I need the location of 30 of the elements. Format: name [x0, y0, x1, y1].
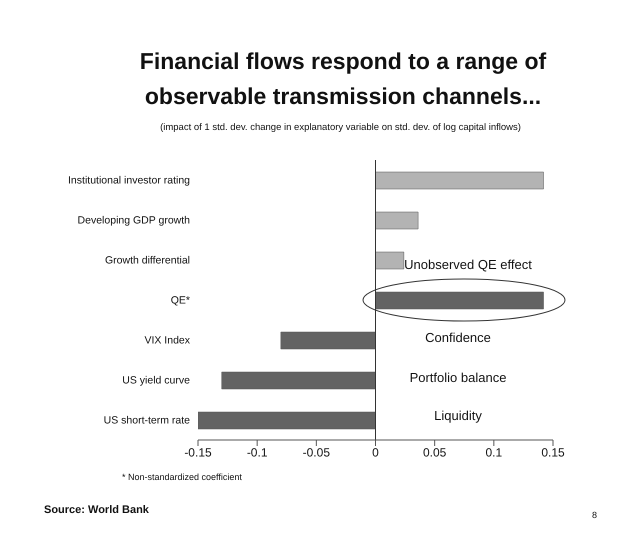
chart-subtitle: (impact of 1 std. dev. change in explanatory variable on std. dev. of log capital inflows): [159, 122, 522, 133]
x-tick-label: 0.15: [541, 446, 565, 460]
annotation: Liquidity: [433, 408, 483, 423]
bar: [375, 172, 544, 190]
bar: [221, 372, 376, 390]
annotation: Unobserved QE effect: [403, 257, 533, 272]
y-tick-label: QE*: [170, 294, 190, 307]
annotation: Confidence: [424, 330, 492, 345]
x-tick-label: 0: [372, 446, 380, 460]
y-tick-label: US yield curve: [122, 374, 190, 387]
annotation: Portfolio balance: [408, 370, 508, 385]
text: 8: [592, 510, 598, 520]
bar: [198, 412, 376, 430]
bar: [375, 252, 404, 270]
x-tick-label: -0.1: [246, 446, 268, 460]
text: * Non-standardized coefficient: [122, 472, 242, 482]
x-tick-label: 0.05: [422, 446, 447, 460]
bar: [280, 332, 376, 350]
chart-title: Financial flows respond to a range of observable transmission channels...: [138, 47, 548, 111]
x-tick-label: 0.1: [485, 446, 502, 460]
source-note: Source: World Bank: [44, 504, 149, 516]
bar: [375, 212, 418, 230]
y-tick-label: Institutional investor rating: [68, 174, 190, 187]
bar: [375, 292, 544, 310]
x-tick-label: -0.15: [184, 446, 212, 460]
y-tick-label: Developing GDP growth: [78, 214, 190, 227]
y-tick-label: VIX Index: [144, 334, 191, 347]
y-tick-label: Growth differential: [104, 254, 190, 267]
x-tick-label: -0.05: [302, 446, 330, 460]
y-tick-label: US short-term rate: [104, 414, 190, 427]
